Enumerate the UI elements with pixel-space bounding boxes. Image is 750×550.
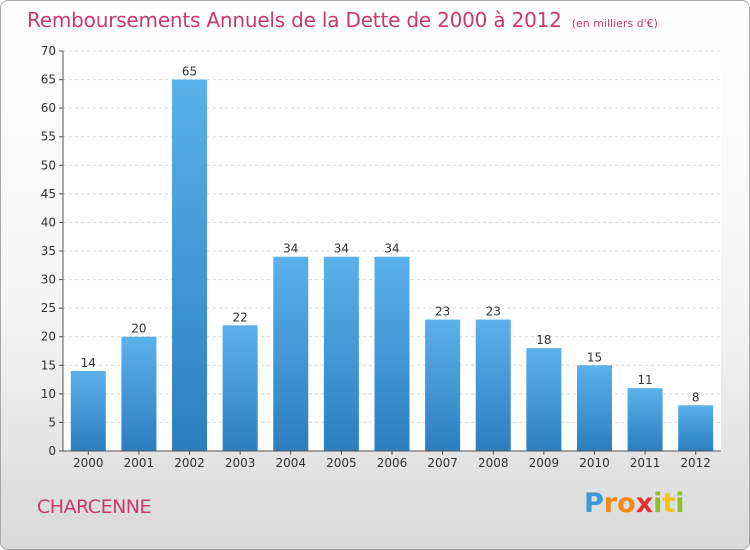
bar-2000 xyxy=(70,371,106,451)
data-label: 14 xyxy=(81,356,96,370)
x-tick-label: 2003 xyxy=(225,456,256,470)
bar-2012 xyxy=(678,405,714,451)
logo-letter: x xyxy=(635,488,654,519)
y-tick-label: 70 xyxy=(41,44,56,58)
chart-title-text: Remboursements Annuels de la Dette de 20… xyxy=(27,8,562,32)
bar-2010 xyxy=(576,365,612,451)
y-tick-label: 35 xyxy=(41,244,56,258)
x-tick-label: 2001 xyxy=(124,456,155,470)
data-label: 34 xyxy=(334,242,349,256)
y-tick-label: 10 xyxy=(41,387,56,401)
chart-title: Remboursements Annuels de la Dette de 20… xyxy=(27,8,658,32)
y-tick-label: 55 xyxy=(41,130,56,144)
x-tick-label: 2007 xyxy=(427,456,458,470)
bar-2005 xyxy=(323,256,359,451)
y-tick-label: 0 xyxy=(48,444,56,458)
y-tick-label: 60 xyxy=(41,101,56,115)
x-tick-label: 2000 xyxy=(73,456,104,470)
logo-letter: t xyxy=(662,488,676,519)
logo-letter: i xyxy=(653,488,663,519)
data-label: 34 xyxy=(283,242,298,256)
bar-2003 xyxy=(222,325,258,451)
y-tick-label: 25 xyxy=(41,301,56,315)
x-tick-label: 2011 xyxy=(630,456,661,470)
data-label: 23 xyxy=(435,305,450,319)
bar-2009 xyxy=(526,348,562,451)
bar-2006 xyxy=(374,256,410,451)
data-label: 65 xyxy=(182,65,197,79)
data-label: 20 xyxy=(131,322,146,336)
x-tick-label: 2004 xyxy=(275,456,306,470)
x-tick-label: 2009 xyxy=(529,456,560,470)
logo-letter: P xyxy=(584,488,604,519)
y-tick-label: 50 xyxy=(41,158,56,172)
bar-2001 xyxy=(121,336,157,451)
y-tick-label: 15 xyxy=(41,358,56,372)
y-tick-label: 30 xyxy=(41,273,56,287)
data-label: 22 xyxy=(233,310,248,324)
data-label: 15 xyxy=(587,350,602,364)
bar-2004 xyxy=(273,256,309,451)
bar-2008 xyxy=(475,319,511,451)
x-tick-label: 2002 xyxy=(174,456,205,470)
x-tick-label: 2010 xyxy=(579,456,610,470)
y-tick-label: 45 xyxy=(41,187,56,201)
commune-name: CHARCENNE xyxy=(37,496,152,518)
data-label: 18 xyxy=(536,333,551,347)
data-label: 11 xyxy=(637,373,652,387)
x-axis: 2000 2001 2002 2003 2004 2005 2006 2007 2008 2009… xyxy=(63,450,721,470)
logo-letter: r xyxy=(603,488,618,519)
bar-2007 xyxy=(425,319,461,451)
proxiti-logo: Proxiti xyxy=(584,488,685,519)
data-label: 34 xyxy=(384,242,399,256)
x-tick-label: 2012 xyxy=(680,456,711,470)
chart-subtitle: (en milliers d'€) xyxy=(571,17,658,30)
y-tick-label: 65 xyxy=(41,73,56,87)
logo-letter: o xyxy=(617,488,636,519)
y-tick-label: 40 xyxy=(41,215,56,229)
bar-2002 xyxy=(172,79,208,452)
bar-2011 xyxy=(627,388,663,451)
bar-chart: 14 20 65 22 34 34 34 23 23 18 15 11 8 0 5 10 15 20 25 30 35… xyxy=(41,44,721,470)
data-label: 8 xyxy=(692,390,700,404)
y-axis: 0 5 10 15 20 25 30 35 40 45 50 55 60 65 70 xyxy=(41,44,64,458)
x-tick-label: 2005 xyxy=(326,456,357,470)
bars: 14 20 65 22 34 34 34 23 23 18 15 11 8 xyxy=(70,65,714,452)
x-tick-label: 2008 xyxy=(478,456,509,470)
data-label: 23 xyxy=(486,305,501,319)
x-tick-label: 2006 xyxy=(377,456,408,470)
logo-letter: i xyxy=(675,488,685,519)
y-tick-label: 20 xyxy=(41,330,56,344)
y-tick-label: 5 xyxy=(48,415,56,429)
